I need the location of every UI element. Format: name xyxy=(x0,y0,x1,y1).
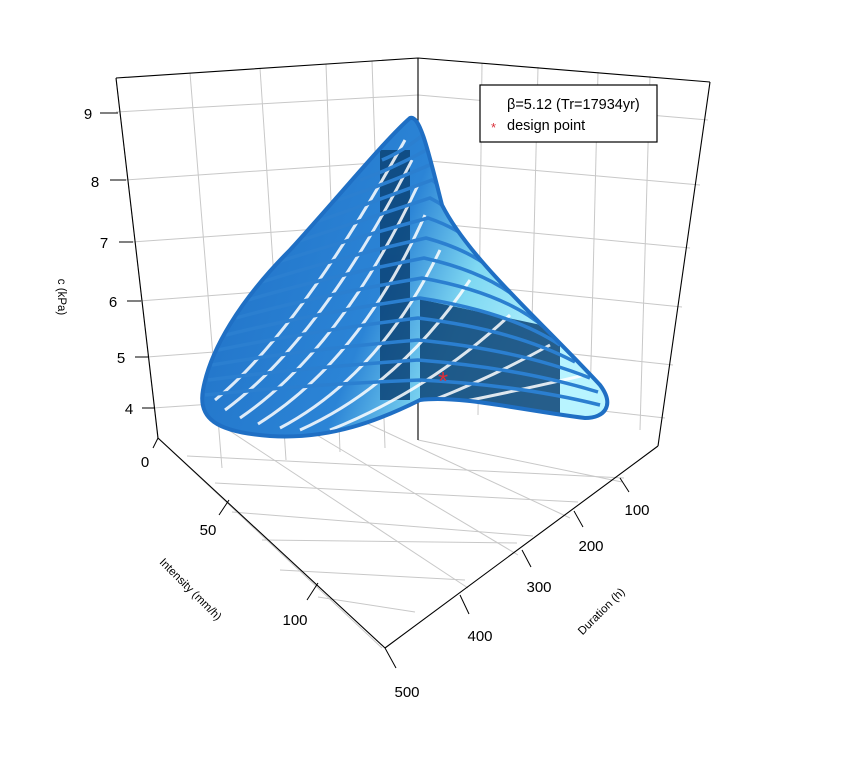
x-axis-title: Intensity (mm/h) xyxy=(157,556,224,623)
z-tick-8: 8 xyxy=(91,174,99,191)
z-tick-labels: 9 8 7 6 5 4 xyxy=(84,106,133,418)
wireframe-surface xyxy=(200,115,610,439)
y-tick-200: 200 xyxy=(578,538,603,555)
z-tick-7: 7 xyxy=(100,235,108,252)
z-tick-9: 9 xyxy=(84,106,92,123)
legend-design-point-marker: * xyxy=(491,120,496,135)
y-tick-labels: 100 200 300 400 500 xyxy=(394,502,649,701)
x-tick-0: 0 xyxy=(141,454,149,471)
x-tick-50: 50 xyxy=(200,522,217,539)
floor-grid xyxy=(159,419,625,649)
y-tick-300: 300 xyxy=(526,579,551,596)
legend: β=5.12 (Tr=17934yr) * design point xyxy=(479,84,658,143)
legend-entry-design-point: design point xyxy=(507,118,585,134)
z-axis xyxy=(100,112,155,409)
z-tick-6: 6 xyxy=(109,294,117,311)
y-axis xyxy=(459,477,630,615)
z-tick-5: 5 xyxy=(117,350,125,367)
y-tick-100: 100 xyxy=(624,502,649,519)
y-tick-500: 500 xyxy=(394,684,419,701)
y-axis-title: Duration (h) xyxy=(576,586,628,638)
y-tick-400: 400 xyxy=(467,628,492,645)
z-axis-title: c (kPa) xyxy=(55,279,67,316)
design-point-marker: * xyxy=(438,366,448,396)
x-tick-labels: 0 50 100 xyxy=(141,454,308,629)
x-tick-100: 100 xyxy=(282,612,307,629)
x-axis xyxy=(152,437,397,669)
legend-entry-beta: β=5.12 (Tr=17934yr) xyxy=(507,97,640,113)
legend-box xyxy=(479,84,658,143)
z-tick-4: 4 xyxy=(125,401,133,418)
